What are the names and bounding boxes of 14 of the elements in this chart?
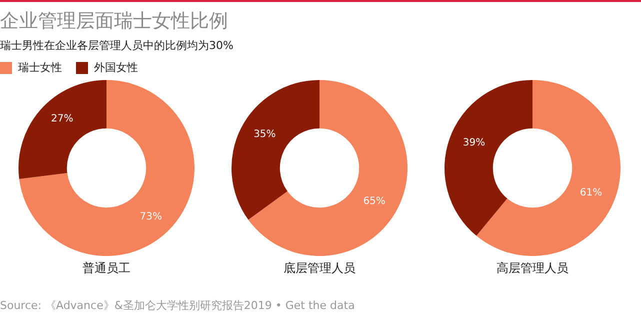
data-label: 73% (140, 212, 162, 223)
data-label: 65% (363, 196, 386, 208)
source-note: Source: 《Advance》&圣加仑大学性别研究报告2019 • Get the data (0, 298, 355, 313)
text: 底层管理人员 (282, 260, 356, 277)
data-label: 27% (50, 114, 74, 125)
text: 高层管理人员 (496, 260, 570, 277)
chart-title: 企业管理层面瑞士女性比例 (0, 9, 228, 34)
chart-subtitle: 瑞士男性在企业各层管理人员中的比例均为30% (0, 38, 234, 53)
data-label: 61% (580, 188, 602, 199)
legend-label: 瑞士女性 (18, 60, 62, 75)
legend-label: 外国女性 (94, 60, 138, 75)
data-label: 39% (462, 138, 486, 149)
text: 普通员工 (82, 260, 132, 277)
data-label: 35% (254, 129, 276, 140)
